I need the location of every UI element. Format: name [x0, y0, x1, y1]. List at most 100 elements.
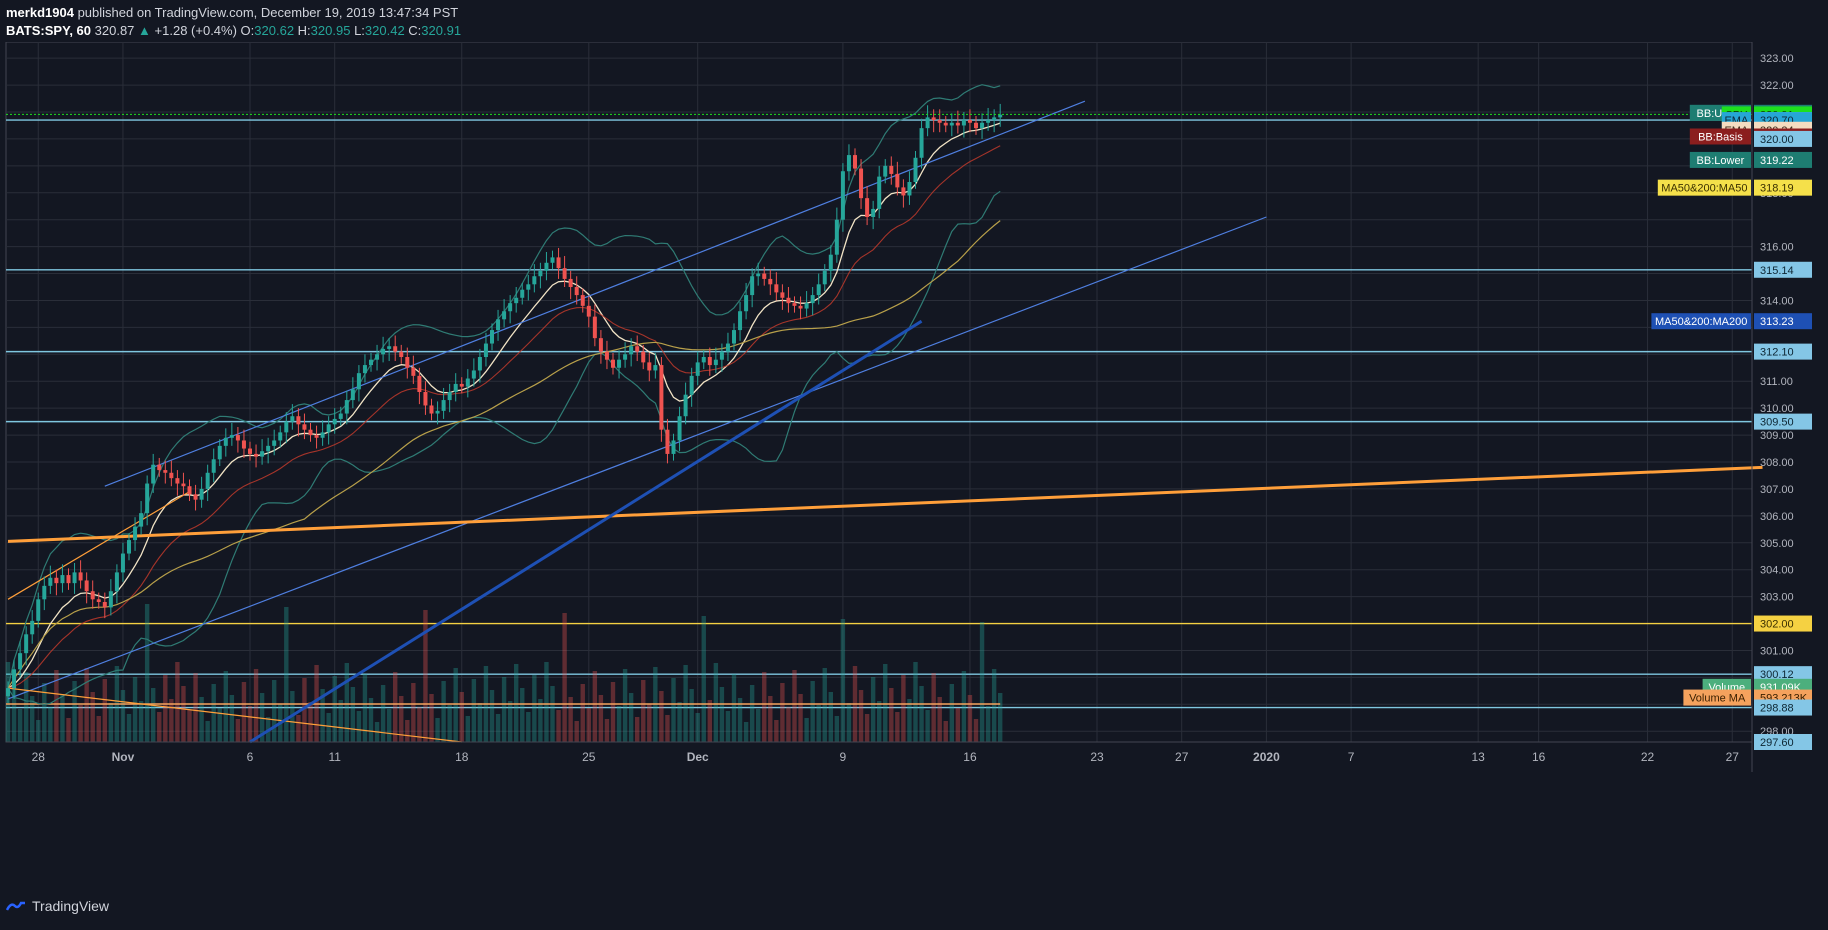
volume-bar: [42, 683, 47, 742]
volume-bar: [429, 694, 434, 742]
candle-body: [308, 429, 313, 436]
x-tick-label: 16: [1532, 750, 1546, 764]
indicator-name-label: MA50&200:MA200: [1655, 316, 1747, 328]
volume-bar: [241, 682, 247, 742]
candle-body: [641, 351, 646, 363]
candle-body: [453, 383, 458, 392]
x-tick-label: 7: [1348, 750, 1355, 764]
volume-bar: [465, 716, 470, 742]
volume-bar: [72, 681, 77, 742]
candle-body: [108, 591, 113, 608]
volume-bar: [834, 716, 840, 742]
volume-bar: [393, 672, 398, 742]
price-axis-badge-value: 312.10: [1760, 347, 1794, 359]
candle-body: [967, 120, 972, 123]
indicator-name-badge: [1689, 151, 1751, 168]
candle-body: [229, 435, 234, 438]
candle-body: [550, 257, 555, 263]
price-chart[interactable]: 298.00301.00302.00303.00304.00305.00306.…: [0, 42, 1828, 900]
volume-bar: [54, 670, 59, 742]
volume-bar: [598, 695, 604, 742]
volume-bar: [253, 669, 259, 742]
candle-body: [496, 319, 501, 331]
indicator-name-badge: [1689, 128, 1751, 145]
price-axis-badge: [1754, 666, 1812, 683]
candle-body: [48, 577, 53, 586]
volume-bar: [538, 699, 543, 742]
volume-bar: [471, 679, 477, 742]
volume-bar: [380, 685, 386, 742]
volume-bar: [955, 708, 961, 742]
volume-bar: [126, 714, 132, 742]
candle-body: [266, 445, 271, 452]
volume-bar: [610, 682, 616, 742]
volume-bar: [731, 674, 737, 742]
indicator-name-label: BB:Lower: [1697, 155, 1745, 167]
ema-slow-line: [7, 145, 1001, 689]
volume-bar: [616, 706, 622, 742]
volume-bar: [157, 712, 162, 742]
brand-label[interactable]: TradingView: [32, 898, 110, 914]
price-axis-badge-value: 309.50: [1760, 417, 1794, 429]
volume-bar: [665, 715, 670, 742]
change-arrow-icon: ▲: [138, 23, 151, 38]
indicator-name-badge: [1657, 179, 1751, 196]
candle-body: [254, 453, 259, 457]
volume-bar: [647, 704, 652, 742]
candle-body: [750, 276, 755, 296]
candle-body: [175, 478, 180, 484]
volume-bar: [144, 604, 150, 742]
volume-bar: [120, 690, 126, 742]
candle-body: [483, 343, 488, 357]
volume-bar: [568, 697, 573, 742]
candle-body: [665, 429, 670, 454]
candle-body: [780, 292, 785, 298]
publish-line: merkd1904 published on TradingView.com, …: [6, 4, 461, 22]
candle-body: [260, 451, 265, 457]
candle-body: [586, 305, 591, 317]
volume-bar: [544, 662, 549, 742]
volume-bar: [138, 701, 144, 742]
candle-body: [465, 378, 470, 387]
volume-bar: [592, 671, 598, 742]
volume-bar: [943, 721, 948, 742]
indicator-name-badge: [1683, 689, 1751, 706]
volume-bar: [84, 668, 89, 742]
y-tick-label: 301.00: [1760, 645, 1794, 657]
candle-body: [96, 599, 101, 602]
price-axis-badge-value: 320.00: [1760, 134, 1794, 146]
candle-body: [441, 400, 446, 411]
price-axis-badge-value: 318.19: [1760, 183, 1794, 195]
volume-bar: [671, 678, 676, 742]
volume-bar: [689, 689, 694, 742]
author-name[interactable]: merkd1904: [6, 5, 74, 20]
candle-body: [629, 346, 634, 355]
volume-bar: [296, 715, 301, 742]
x-tick-label: 16: [963, 750, 977, 764]
indicator-name-label: BB:Basis: [1698, 132, 1743, 144]
candle-body: [907, 182, 912, 196]
price-axis-badge: [1754, 734, 1812, 750]
volume-bar: [501, 677, 507, 742]
volume-bar: [701, 616, 706, 742]
candle-body: [604, 351, 609, 360]
volume-bar: [949, 684, 954, 742]
trendline-rising-short: [7, 491, 190, 600]
volume-bar: [961, 671, 967, 742]
x-tick-label: 11: [328, 750, 341, 764]
volume-bar: [919, 686, 924, 742]
candle-body: [568, 278, 573, 287]
volume-bar: [810, 681, 815, 742]
candle-body: [502, 311, 507, 320]
volume-bar: [495, 714, 501, 742]
candle-body: [405, 357, 410, 368]
volume-bar: [187, 710, 192, 742]
candle-body: [562, 268, 567, 279]
volume-bar: [786, 707, 791, 742]
volume-bar: [925, 710, 930, 742]
volume-bar: [840, 619, 846, 742]
candle-body: [822, 270, 827, 285]
candle-body: [744, 295, 749, 312]
candle-body: [248, 448, 252, 454]
candle-body: [683, 394, 688, 417]
